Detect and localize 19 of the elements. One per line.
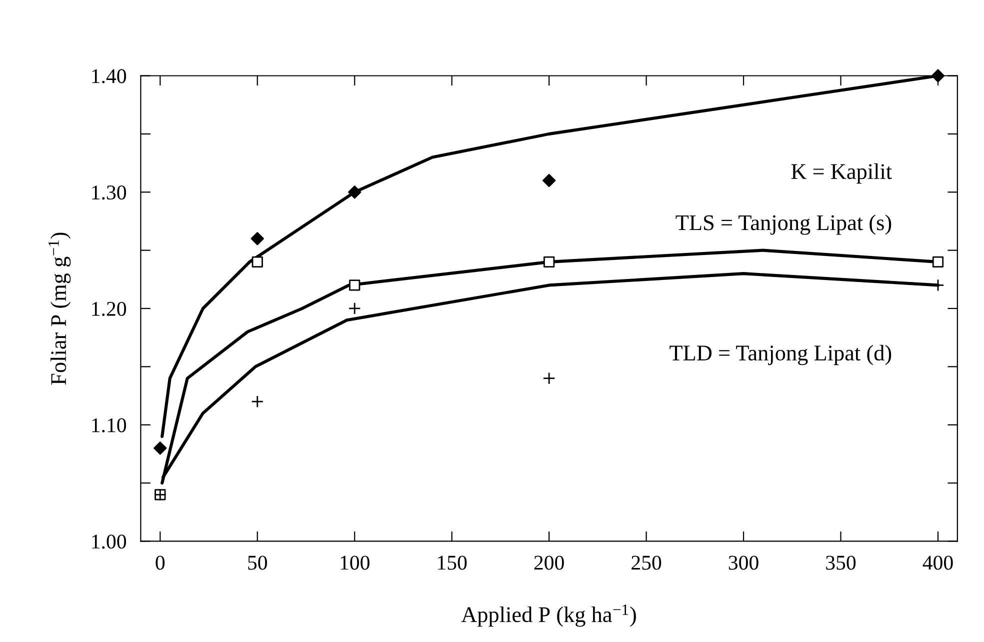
x-tick-label: 400	[922, 556, 953, 570]
y-tick-label: 1.40	[92, 69, 126, 84]
x-tick-label: 250	[632, 556, 662, 570]
y-axis-title: Foliar P (mg g$^{−1}$)	[48, 232, 71, 385]
y-tick-label: 1.30	[92, 185, 126, 200]
y-tick-label: 1.20	[92, 302, 126, 316]
x-tick-label: 350	[826, 556, 856, 570]
x-tick-label: 100	[340, 556, 370, 570]
x-tick-label: 300	[728, 556, 758, 570]
annotation: TLD = Tanjong Lipat (d)	[670, 344, 892, 366]
x-tick-label: 0	[156, 556, 165, 570]
annotation: TLS = Tanjong Lipat (s)	[676, 214, 892, 235]
x-tick-label: 50	[248, 556, 268, 570]
y-tick-label: 1.00	[92, 534, 126, 549]
y-tick-label: 1.10	[92, 418, 126, 432]
x-tick-label: 200	[534, 556, 564, 570]
x-axis-title: Applied P (kg ha$^{−1}$)	[461, 604, 636, 627]
annotation: K = Kapilit	[791, 163, 892, 184]
x-tick-label: 150	[438, 556, 467, 570]
